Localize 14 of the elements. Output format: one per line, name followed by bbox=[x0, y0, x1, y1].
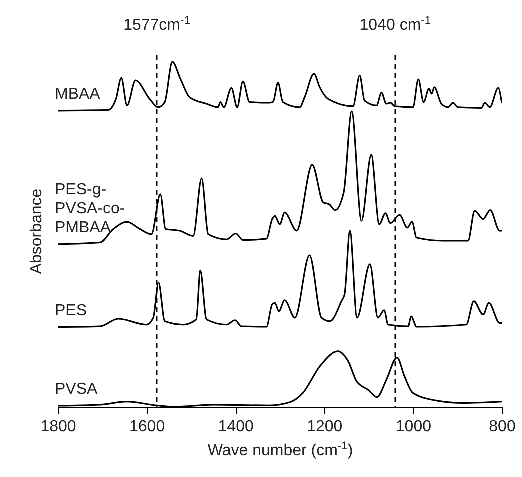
x-tick-label: 1000 bbox=[396, 418, 432, 436]
x-tick-label: 1600 bbox=[130, 418, 166, 436]
ref-line-label: 1040 cm$^{-1}$ bbox=[360, 15, 432, 34]
x-tick-label: 1800 bbox=[40, 418, 76, 436]
series-label: PES-g-PVSA-co-PMBAA bbox=[55, 181, 126, 236]
x-tick-label: 800 bbox=[489, 418, 516, 436]
series-label: PVSA bbox=[55, 380, 98, 398]
x-tick-label: 1200 bbox=[307, 418, 343, 436]
y-axis-title: Absorbance bbox=[28, 188, 46, 274]
ref-line-label: 1577cm$^{-1}$ bbox=[124, 15, 190, 34]
series-label: PES bbox=[55, 302, 88, 320]
x-axis-title: Wave number (cm$^{-1}$) bbox=[208, 440, 354, 460]
series-label: MBAA bbox=[55, 86, 101, 103]
x-tick-label: 1400 bbox=[218, 418, 254, 436]
